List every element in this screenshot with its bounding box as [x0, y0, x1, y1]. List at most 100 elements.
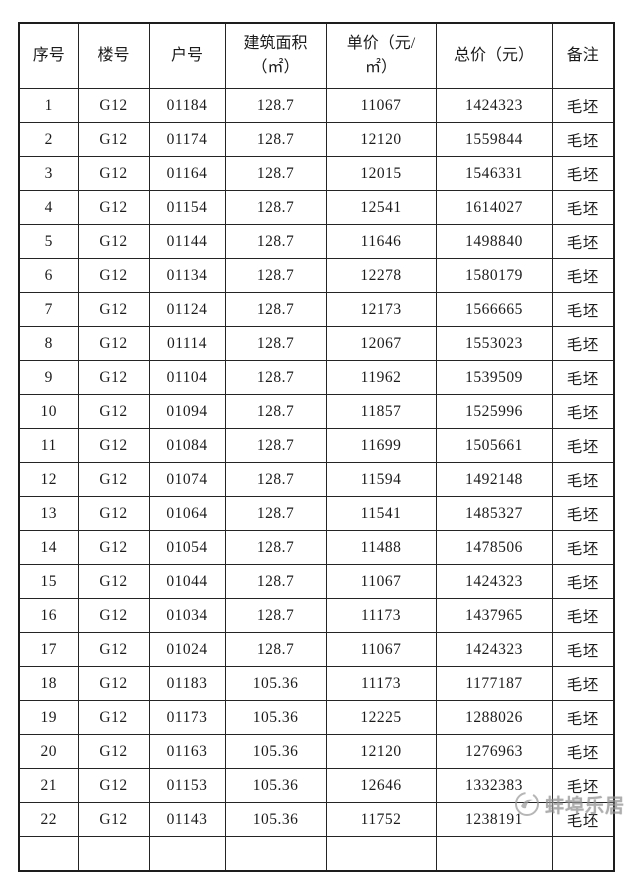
- table-cell: 01064: [148, 496, 226, 531]
- table-cell: G12: [77, 768, 150, 803]
- table-cell: 11699: [325, 428, 437, 463]
- table-cell: 19: [18, 700, 79, 735]
- table-cell: 105.36: [224, 700, 327, 735]
- table-cell: 128.7: [224, 632, 327, 667]
- table-cell: 1424323: [435, 564, 553, 599]
- table-cell: 毛坯: [551, 666, 615, 701]
- table-cell: G12: [77, 88, 150, 123]
- table-cell: 128.7: [224, 258, 327, 293]
- table-row: 5 G12 01144 128.7 11646 1498840 毛坯: [18, 224, 615, 259]
- table-cell: 01084: [148, 428, 226, 463]
- table-row: 9 G12 01104 128.7 11962 1539509 毛坯: [18, 360, 615, 395]
- table-cell: G12: [77, 802, 150, 837]
- table-cell: 128.7: [224, 292, 327, 327]
- table-cell: 01114: [148, 326, 226, 361]
- table-cell: G12: [77, 190, 150, 225]
- table-cell: 毛坯: [551, 632, 615, 667]
- table-cell: 11752: [325, 802, 437, 837]
- table-row: 21 G12 01153 105.36 12646 1332383 毛坯: [18, 768, 615, 803]
- table-cell: G12: [77, 360, 150, 395]
- table-row: 4 G12 01154 128.7 12541 1614027 毛坯: [18, 190, 615, 225]
- table-cell: G12: [77, 258, 150, 293]
- table-cell: 128.7: [224, 496, 327, 531]
- table-cell: 11646: [325, 224, 437, 259]
- table-row: 15 G12 01044 128.7 11067 1424323 毛坯: [18, 564, 615, 599]
- table-cell: G12: [77, 734, 150, 769]
- table-cell: 1288026: [435, 700, 553, 735]
- table-cell: 毛坯: [551, 462, 615, 497]
- table-row: 18 G12 01183 105.36 11173 1177187 毛坯: [18, 666, 615, 701]
- table-cell: G12: [77, 496, 150, 531]
- table-row: 11 G12 01084 128.7 11699 1505661 毛坯: [18, 428, 615, 463]
- table-cell: 01184: [148, 88, 226, 123]
- table-cell: 01024: [148, 632, 226, 667]
- table-cell: 9: [18, 360, 79, 395]
- table-cell: 105.36: [224, 666, 327, 701]
- table-cell: 11173: [325, 598, 437, 633]
- table-cell: 1614027: [435, 190, 553, 225]
- table-cell: 01074: [148, 462, 226, 497]
- table-cell: 01044: [148, 564, 226, 599]
- table-cell: 1553023: [435, 326, 553, 361]
- table-cell: 128.7: [224, 462, 327, 497]
- table-cell: G12: [77, 224, 150, 259]
- table-cell: G12: [77, 394, 150, 429]
- table-cell: 毛坯: [551, 224, 615, 259]
- table-cell: 128.7: [224, 326, 327, 361]
- table-cell: 17: [18, 632, 79, 667]
- table-cell: 01143: [148, 802, 226, 837]
- table-cell: 4: [18, 190, 79, 225]
- table-cell: G12: [77, 564, 150, 599]
- header-row: 序号 楼号 户号 建筑面积 （㎡） 单价（元/㎡） 总价（元） 备注: [18, 22, 615, 89]
- table-cell: 01153: [148, 768, 226, 803]
- table-cell: 1498840: [435, 224, 553, 259]
- table-cell: 1539509: [435, 360, 553, 395]
- table-cell: 12015: [325, 156, 437, 191]
- table-cell: 12120: [325, 122, 437, 157]
- table-cell: G12: [77, 428, 150, 463]
- table-cell: 16: [18, 598, 79, 633]
- table-row: 6 G12 01134 128.7 12278 1580179 毛坯: [18, 258, 615, 293]
- table-cell: G12: [77, 156, 150, 191]
- column-header: 序号: [18, 22, 79, 89]
- table-cell: 105.36: [224, 768, 327, 803]
- table-cell: 1276963: [435, 734, 553, 769]
- table-body: 1 G12 01184 128.7 11067 1424323 毛坯 2 G12 01174 128…: [18, 88, 615, 872]
- table-row: 20 G12 01163 105.36 12120 1276963 毛坯: [18, 734, 615, 769]
- table-cell: G12: [77, 666, 150, 701]
- table-cell: 01173: [148, 700, 226, 735]
- table-cell: 128.7: [224, 360, 327, 395]
- table-cell: 毛坯: [551, 428, 615, 463]
- table-cell: 1505661: [435, 428, 553, 463]
- table-cell: 11173: [325, 666, 437, 701]
- table-row: 2 G12 01174 128.7 12120 1559844 毛坯: [18, 122, 615, 157]
- table-cell: 01134: [148, 258, 226, 293]
- table-cell: 12541: [325, 190, 437, 225]
- table-cell: 毛坯: [551, 258, 615, 293]
- table-cell: 01124: [148, 292, 226, 327]
- table-cell: 1: [18, 88, 79, 123]
- table-cell: 1525996: [435, 394, 553, 429]
- table-cell: 01094: [148, 394, 226, 429]
- table-cell: 11857: [325, 394, 437, 429]
- table-cell: 毛坯: [551, 190, 615, 225]
- table-cell: 128.7: [224, 88, 327, 123]
- column-header: 户号: [148, 22, 226, 89]
- column-header: 总价（元）: [435, 22, 553, 89]
- table-cell: 21: [18, 768, 79, 803]
- table-cell: 8: [18, 326, 79, 361]
- table-cell: 11067: [325, 632, 437, 667]
- table-row: 16 G12 01034 128.7 11173 1437965 毛坯: [18, 598, 615, 633]
- table-cell: 1332383: [435, 768, 553, 803]
- table-cell: 01144: [148, 224, 226, 259]
- table-cell: 毛坯: [551, 360, 615, 395]
- table-cell: 12173: [325, 292, 437, 327]
- table-cell: 11: [18, 428, 79, 463]
- table-cell: 01054: [148, 530, 226, 565]
- table-cell: 128.7: [224, 428, 327, 463]
- table-row: 3 G12 01164 128.7 12015 1546331 毛坯: [18, 156, 615, 191]
- table-cell: 毛坯: [551, 326, 615, 361]
- table-cell: 22: [18, 802, 79, 837]
- table-cell: 11962: [325, 360, 437, 395]
- table-cell: 12278: [325, 258, 437, 293]
